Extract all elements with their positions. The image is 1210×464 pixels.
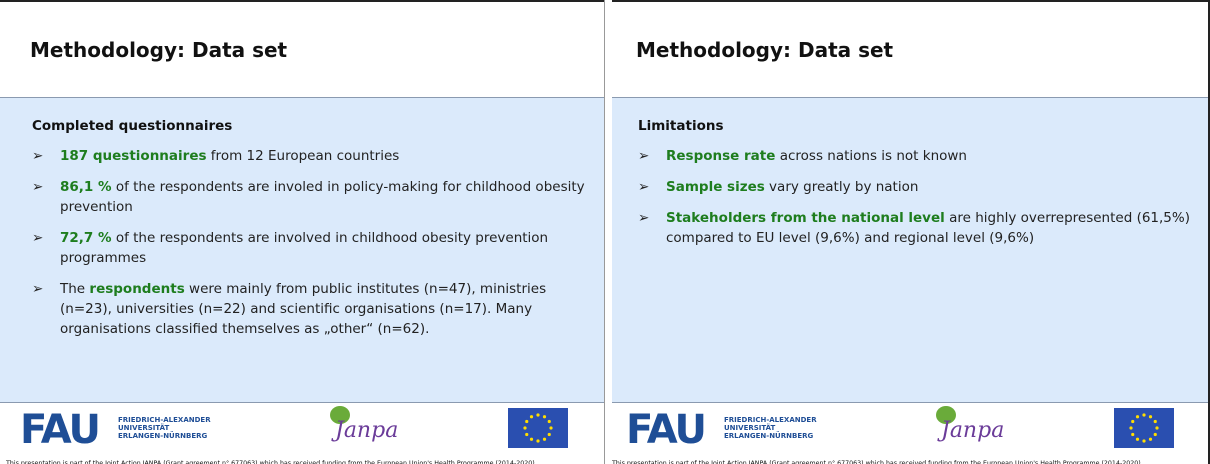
eu-star [1131,432,1135,437]
university-logo: FAU [20,407,101,453]
body-text: across nations is not known [775,148,967,164]
body-text: The [60,281,90,297]
eu-star [1142,439,1146,443]
eu-star [536,413,540,417]
bullet-item: ➢ Sample sizes vary greatly by nation [638,177,1190,197]
slide-title: Methodology: Data set [636,38,894,62]
eu-star [523,426,527,430]
bullet-marker: ➢ [638,179,650,195]
highlight-text: Stakeholders from the national level [666,210,945,226]
university-name: FRIEDRICH-ALEXANDER UNIVERSITÄT ERLANGEN-N… [724,416,817,440]
bullet-marker: ➢ [638,148,650,164]
slide: Methodology: Data set Limitations ➢ Respons… [606,0,1210,464]
eu-star [525,419,529,424]
university-name-line: FRIEDRICH-ALEXANDER [118,416,211,424]
section-heading: Limitations [638,118,724,134]
eu-star [1148,437,1153,441]
body-text: are highly overrepresented (61,5%) compa… [666,210,1190,246]
bullet-item: ➢ 187 questionnaires from 12 European cou… [32,146,586,166]
content-box: Limitations ➢ Response rate across nations… [606,97,1208,403]
body-text: vary greatly by nation [764,179,919,195]
highlight-text: Sample sizes [666,179,765,195]
eu-star [1155,426,1159,430]
eu-star [547,419,551,424]
eu-star [536,439,540,443]
body-text: of the respondents are involed in policy… [60,179,585,215]
eu-stars [1129,413,1159,443]
eu-star [1135,415,1140,419]
eu-star [542,415,547,419]
eu-star [1153,419,1157,424]
funding-note: This presentation is part of the Joint A… [612,460,1141,464]
bullet-marker: ➢ [638,210,650,226]
eu-flag [1114,408,1174,448]
slide: Methodology: Data set Completed questionn… [0,0,604,464]
eu-star [1135,437,1140,441]
bullet-marker: ➢ [32,148,44,164]
eu-star [549,426,553,430]
university-logo: FAU [626,407,707,453]
bullet-item: ➢ The respondents were mainly from public… [32,279,586,339]
highlight-text: Response rate [666,148,776,164]
section-heading: Completed questionnaires [32,118,233,134]
bullet-item: ➢ 86,1 % of the respondents are involed i… [32,177,586,217]
bullet-item: ➢ 72,7 % of the respondents are involved … [32,228,586,268]
project-logo-tree [330,406,350,424]
footer: FAU FRIEDRICH-ALEXANDER UNIVERSITÄT ERLANGE… [0,404,604,464]
highlight-text: 86,1 % [60,179,112,195]
project-logo-tree [936,406,956,424]
university-name-line: UNIVERSITÄT [118,424,170,432]
university-name-line: FRIEDRICH-ALEXANDER [724,416,817,424]
eu-star [1148,415,1153,419]
highlight-text: 72,7 % [60,230,112,246]
eu-star [1153,432,1157,437]
university-name-line: UNIVERSITÄT [724,424,776,432]
eu-star [529,437,534,441]
eu-stars [523,413,553,443]
slide-divider [604,0,612,464]
body-text: were mainly from public institutes (n=47… [60,281,547,337]
project-logo: Janpa [941,418,1005,443]
bullet-item: ➢ Response rate across nations is not kno… [638,146,1190,166]
university-name: FRIEDRICH-ALEXANDER UNIVERSITÄT ERLANGEN-N… [118,416,211,440]
university-name-line: ERLANGEN-NÜRNBERG [724,432,814,440]
eu-flag [508,408,568,448]
eu-star [1129,426,1133,430]
content-box: Completed questionnaires ➢ 187 questionnai… [0,97,604,403]
eu-star [529,415,534,419]
eu-star [525,432,529,437]
eu-star [547,432,551,437]
bullet-marker: ➢ [32,281,44,297]
funding-note: This presentation is part of the Joint A… [6,460,535,464]
bullet-item: ➢ Stakeholders from the national level ar… [638,208,1190,248]
bullet-marker: ➢ [32,179,44,195]
bullet-marker: ➢ [32,230,44,246]
footer: FAU FRIEDRICH-ALEXANDER UNIVERSITÄT ERLANGE… [606,404,1208,464]
highlight-text: 187 questionnaires [60,148,207,164]
eu-star [1131,419,1135,424]
slide-title: Methodology: Data set [30,38,288,62]
eu-star [542,437,547,441]
body-text: from 12 European countries [206,148,400,164]
highlight-text: respondents [89,281,185,297]
project-logo: Janpa [335,418,399,443]
body-text: of the respondents are involved in child… [60,230,549,266]
eu-star [1142,413,1146,417]
university-name-line: ERLANGEN-NÜRNBERG [118,432,208,440]
